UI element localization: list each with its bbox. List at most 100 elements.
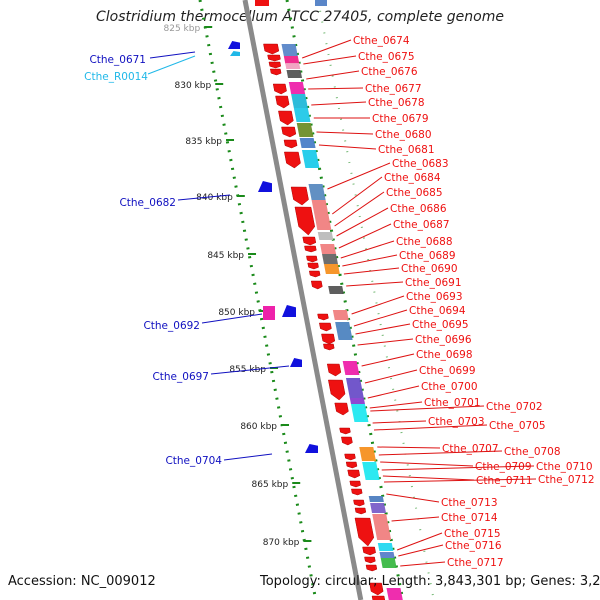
right-gene-label: Cthe_0678: [368, 97, 425, 109]
forward-gene-arrow: [294, 206, 316, 236]
forward-gene-arrow: [339, 427, 351, 435]
left-label-connector: [201, 313, 263, 324]
scale-tick-label: 850 kbp: [218, 308, 255, 318]
feature-box: [296, 123, 314, 137]
feature-box: [332, 310, 349, 320]
feature-box: [320, 244, 337, 254]
feature-box: [299, 138, 316, 148]
right-label-connector: [318, 144, 377, 150]
right-gene-label: Cthe_0686: [390, 203, 447, 215]
right-label-connector: [302, 39, 352, 59]
feature-box: [372, 514, 392, 540]
feature-box: [323, 264, 340, 274]
feature-box: [283, 56, 300, 64]
right-label-connector: [353, 309, 408, 327]
forward-gene-arrow: [290, 186, 309, 206]
right-label-connector: [382, 475, 475, 481]
right-label-connector: [308, 87, 364, 90]
right-label-connector: [386, 493, 440, 503]
forward-gene-arrow: [267, 54, 281, 62]
feature-box: [293, 108, 311, 122]
right-gene-label: Cthe_0691: [405, 277, 462, 289]
forward-gene-arrow: [302, 236, 317, 246]
feature-box: [263, 306, 275, 320]
right-gene-label: Cthe_0715: [444, 528, 501, 540]
left-label-connector: [223, 453, 273, 461]
right-label-connector: [372, 420, 427, 424]
right-gene-label: Cthe_0679: [372, 113, 429, 125]
feature-box: [370, 503, 387, 513]
right-label-connector: [342, 254, 398, 267]
right-label-connector: [378, 450, 503, 456]
reverse-gene-arrow: [290, 358, 302, 367]
forward-gene-arrow: [364, 556, 376, 564]
forward-gene-arrow: [371, 595, 386, 600]
forward-gene-arrow: [328, 379, 346, 401]
right-label-connector: [384, 478, 537, 483]
left-gene-label: Cthe_0692: [143, 320, 200, 332]
feature-box: [345, 378, 364, 398]
reverse-gene-arrow: [228, 41, 240, 49]
feature-box: [359, 447, 376, 461]
right-label-connector: [336, 207, 389, 237]
right-gene-label: Cthe_0700: [421, 381, 478, 393]
forward-gene-arrow: [263, 43, 280, 55]
right-label-connector: [327, 162, 391, 190]
scale-tick-label: 845 kbp: [207, 251, 244, 261]
feature-box: [286, 70, 303, 78]
forward-gene-arrow: [362, 546, 376, 556]
left-label-connector: [210, 365, 290, 375]
feature-box: [380, 558, 397, 568]
feature-box: [308, 184, 326, 200]
feature-box: [285, 63, 301, 69]
right-gene-label: Cthe_0703: [428, 416, 485, 428]
feature-box: [291, 94, 308, 108]
left-gene-label: Cthe_R0014: [84, 71, 148, 83]
scale-tick-label: 865 kbp: [252, 480, 289, 490]
scale-tick-label: 830 kbp: [175, 81, 212, 91]
scale-tick-label: 835 kbp: [185, 137, 222, 147]
feature-box: [368, 496, 384, 502]
right-gene-label: Cthe_0698: [416, 349, 473, 361]
feature-box: [281, 44, 298, 56]
forward-gene-arrow: [272, 83, 287, 95]
right-label-connector: [398, 544, 444, 557]
reverse-gene-arrow: [230, 51, 240, 56]
right-gene-label: Cthe_0710: [536, 461, 593, 473]
right-label-connector: [355, 323, 411, 335]
feature-box: [328, 286, 344, 294]
right-label-connector: [361, 353, 415, 367]
reverse-gene-arrow: [282, 305, 296, 317]
right-label-connector: [381, 465, 535, 471]
feature-box: [317, 232, 334, 240]
right-gene-label: Cthe_0705: [489, 420, 546, 432]
right-gene-label: Cthe_0708: [504, 446, 561, 458]
right-label-connector: [332, 176, 383, 215]
genome-backbone: [242, 0, 364, 600]
right-label-connector: [303, 55, 357, 65]
right-label-connector: [396, 532, 443, 551]
forward-gene-arrow: [323, 343, 335, 351]
forward-gene-arrow: [347, 469, 361, 479]
feature-box: [288, 82, 306, 94]
feature-box: [311, 200, 332, 230]
feature-box: [350, 404, 369, 422]
forward-gene-arrow: [365, 564, 378, 572]
feature-box: [315, 0, 327, 6]
right-label-connector: [364, 369, 418, 384]
left-gene-label: Cthe_0697: [152, 371, 209, 383]
right-label-connector: [369, 401, 423, 409]
right-gene-label: Cthe_0688: [396, 236, 453, 248]
left-label-connector: [147, 55, 196, 75]
left-gene-label: Cthe_0682: [119, 197, 176, 209]
right-gene-label: Cthe_0695: [412, 319, 469, 331]
right-label-connector: [370, 405, 485, 412]
right-label-connector: [306, 70, 360, 80]
right-label-connector: [334, 191, 385, 227]
feature-box: [386, 588, 403, 600]
right-gene-label: Cthe_0689: [399, 250, 456, 262]
feature-box: [349, 398, 365, 404]
right-gene-label: Cthe_0685: [386, 187, 443, 199]
forward-gene-arrow: [304, 245, 317, 253]
